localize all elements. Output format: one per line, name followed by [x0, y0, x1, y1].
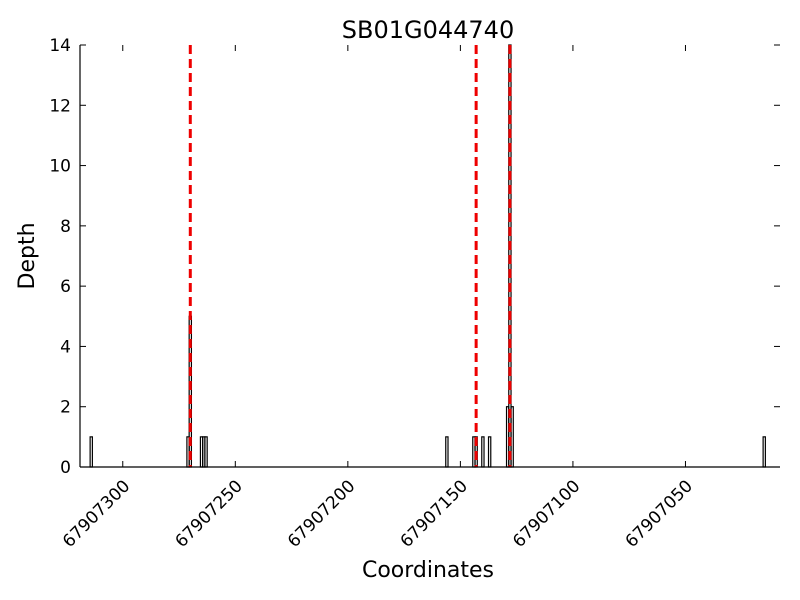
chart-title: SB01G044740: [342, 16, 514, 44]
y-tick-label: 14: [49, 36, 71, 56]
x-tick-label: 67907050: [622, 476, 697, 551]
y-tick-label: 4: [60, 337, 71, 357]
y-tick-label: 6: [60, 277, 71, 297]
x-tick-label: 67907250: [172, 476, 247, 551]
depth-bar: [89, 436, 93, 468]
y-tick-label: 0: [60, 458, 71, 478]
x-axis-label: Coordinates: [362, 558, 494, 583]
y-axis-label: Depth: [15, 222, 40, 289]
x-ticks: 67907300 67907250 67907200 67907150 67907100…: [59, 45, 697, 552]
x-tick-label: 67907150: [397, 476, 472, 551]
axes-layer: [79, 45, 780, 468]
x-tick-label: 67907200: [284, 476, 359, 551]
depth-bar: [445, 436, 449, 468]
depth-bar: [204, 436, 208, 468]
reference-lines-layer: [188, 45, 512, 467]
depth-bar: [487, 436, 492, 468]
depth-bar: [481, 436, 485, 468]
y-tick-label: 8: [60, 217, 71, 237]
y-ticks: 0 2 4 6 8 10 12 14: [49, 36, 780, 478]
y-tick-label: 10: [49, 157, 71, 177]
y-tick-label: 2: [60, 398, 71, 418]
y-tick-label: 12: [49, 96, 71, 116]
x-tick-label: 67907300: [59, 476, 134, 551]
depth-bar: [762, 436, 766, 468]
x-tick-label: 67907100: [509, 476, 584, 551]
